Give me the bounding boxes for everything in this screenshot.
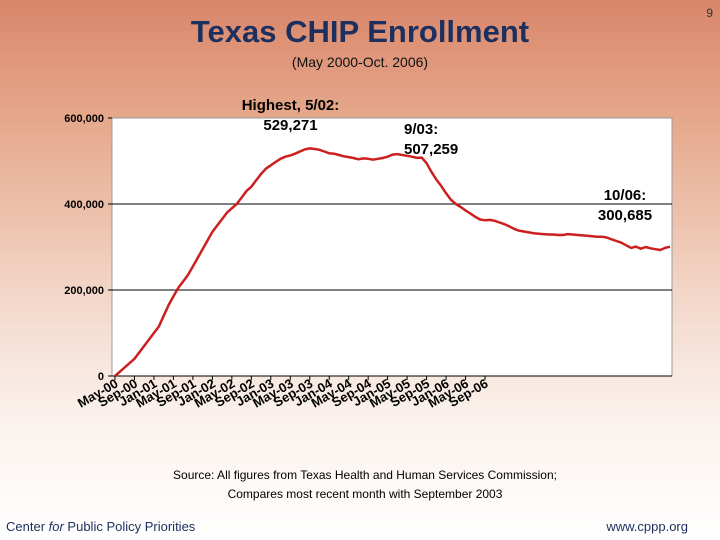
peak-annotation: Highest, 5/02: 529,271 [218, 96, 363, 136]
oct06-annotation-label: 10/06: [603, 187, 647, 204]
oct06-annotation-value: 300,685 [597, 207, 653, 224]
enrollment-series-line [114, 147, 671, 377]
sep03-annotation-label: 9/03: [404, 121, 439, 138]
y-tick-label: 200,000 [64, 285, 104, 297]
source-line-2: Compares most recent month with Septembe… [227, 487, 503, 501]
footer-organization: Center for Public Policy Priorities [6, 519, 195, 534]
oct06-annotation: 10/06: 300,685 [580, 186, 670, 226]
footer-org-italic: for [48, 519, 64, 534]
chart-subtitle: (May 2000-Oct. 2006) [291, 54, 429, 70]
y-tick-label: 600,000 [64, 113, 104, 125]
peak-annotation-label-rest: 5/02: [300, 97, 340, 114]
slide-number: 9 [706, 6, 713, 20]
gridlines [112, 203, 672, 291]
chart-title: Texas CHIP Enrollment [190, 14, 530, 49]
footer-org-after: Public Policy Priorities [63, 519, 196, 534]
sep03-annotation-value: 507,259 [404, 141, 459, 158]
y-tick-label: 0 [98, 371, 104, 383]
x-axis: May-00Sep-00Jan-01May-01Sep-01Jan-02May-… [75, 375, 491, 410]
source-line-1: Source: All figures from Texas Health an… [173, 468, 557, 482]
footer-url: www.cppp.org [606, 519, 688, 534]
source-note: Source: All figures from Texas Health an… [0, 466, 720, 504]
y-axis: 0 200,000 400,000 600,000 [64, 113, 112, 383]
y-tick-label: 400,000 [64, 199, 104, 211]
peak-annotation-value: 529,271 [263, 117, 318, 134]
sep03-annotation: 9/03: 507,259 [404, 120, 484, 160]
plot-area [111, 117, 673, 377]
peak-annotation-label-bold: Highest, [241, 97, 301, 114]
footer-org-before: Center [6, 519, 49, 534]
